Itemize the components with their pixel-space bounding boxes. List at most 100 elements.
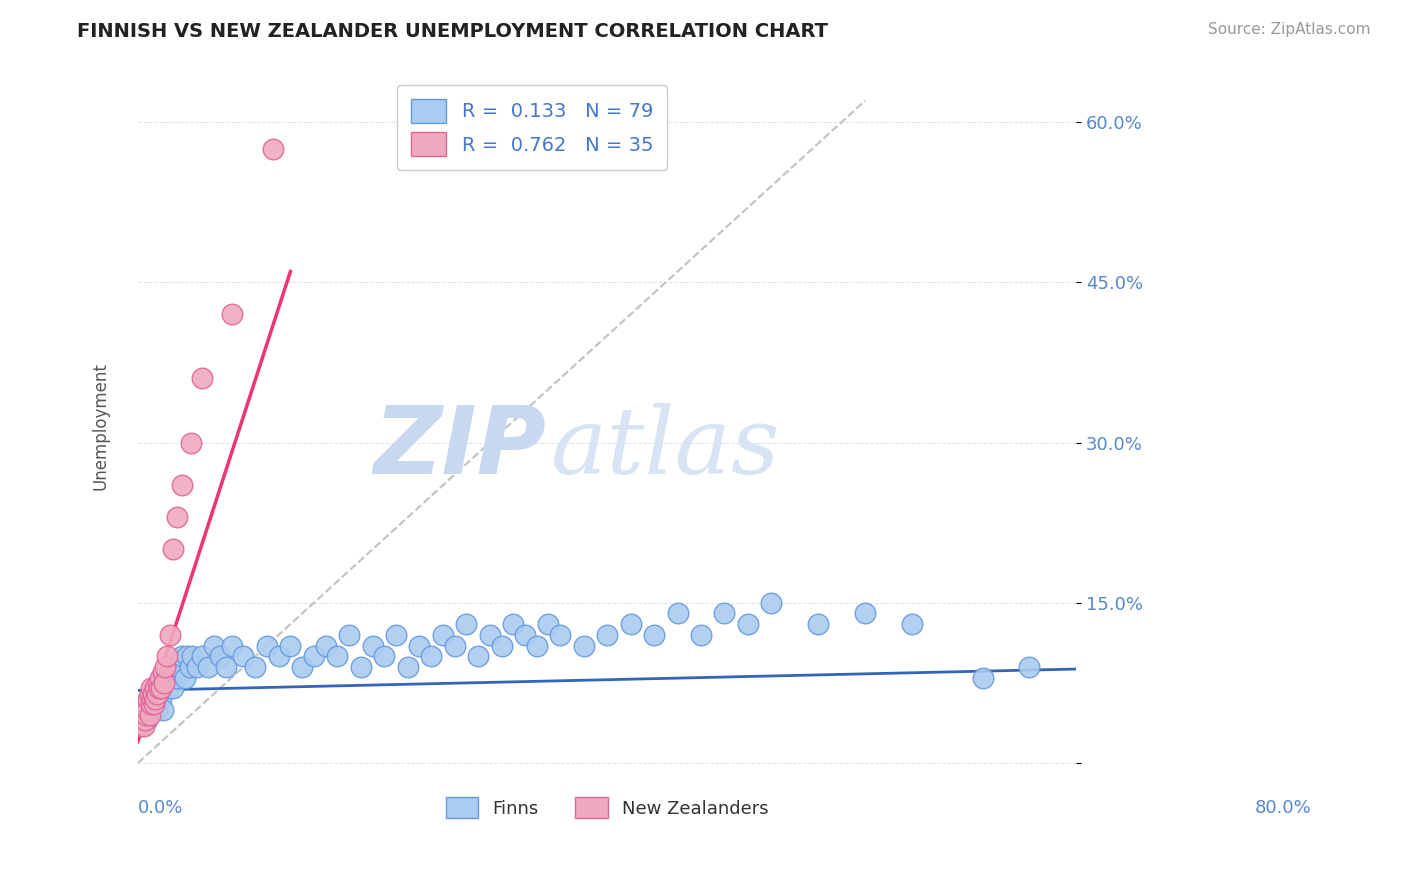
Point: [502, 617, 524, 632]
Point: [141, 692, 163, 706]
Point: [165, 660, 187, 674]
Point: [148, 692, 170, 706]
Point: [202, 639, 225, 653]
Point: [972, 671, 994, 685]
Point: [138, 687, 160, 701]
Point: [153, 681, 176, 696]
Point: [142, 703, 165, 717]
Point: [620, 617, 643, 632]
Point: [135, 698, 157, 712]
Point: [245, 660, 267, 674]
Point: [145, 687, 167, 701]
Point: [166, 671, 188, 685]
Point: [232, 649, 254, 664]
Point: [152, 676, 174, 690]
Point: [149, 671, 172, 685]
Point: [262, 142, 284, 156]
Point: [350, 660, 373, 674]
Point: [134, 714, 156, 728]
Point: [280, 639, 302, 653]
Point: [737, 617, 759, 632]
Point: [180, 435, 202, 450]
Point: [152, 665, 174, 680]
Point: [420, 649, 443, 664]
Point: [156, 671, 179, 685]
Point: [167, 660, 190, 674]
Point: [138, 692, 160, 706]
Point: [159, 671, 181, 685]
Point: [149, 681, 172, 696]
Point: [152, 681, 174, 696]
Point: [136, 714, 159, 728]
Point: [256, 639, 278, 653]
Point: [172, 478, 194, 492]
Point: [853, 607, 876, 621]
Text: ZIP: ZIP: [373, 402, 546, 494]
Point: [513, 628, 536, 642]
Text: atlas: atlas: [551, 403, 780, 493]
Text: Source: ZipAtlas.com: Source: ZipAtlas.com: [1208, 22, 1371, 37]
Point: [690, 628, 713, 642]
Point: [135, 708, 157, 723]
Point: [666, 607, 689, 621]
Point: [166, 510, 188, 524]
Point: [337, 628, 360, 642]
Point: [131, 714, 153, 728]
Point: [179, 660, 201, 674]
Point: [162, 681, 184, 696]
Legend: Finns, New Zealanders: Finns, New Zealanders: [439, 790, 776, 825]
Point: [315, 639, 337, 653]
Point: [159, 628, 181, 642]
Point: [153, 660, 176, 674]
Point: [215, 660, 238, 674]
Point: [396, 660, 419, 674]
Point: [408, 639, 430, 653]
Point: [139, 681, 162, 696]
Point: [208, 649, 231, 664]
Point: [221, 307, 243, 321]
Point: [139, 703, 162, 717]
Point: [162, 542, 184, 557]
Point: [302, 649, 325, 664]
Point: [157, 681, 180, 696]
Point: [432, 628, 454, 642]
Point: [131, 719, 153, 733]
Point: [537, 617, 560, 632]
Point: [172, 649, 194, 664]
Point: [596, 628, 619, 642]
Point: [761, 596, 783, 610]
Point: [143, 698, 166, 712]
Point: [176, 649, 198, 664]
Point: [443, 639, 465, 653]
Point: [156, 649, 179, 664]
Point: [148, 681, 170, 696]
Point: [132, 714, 155, 728]
Point: [186, 660, 208, 674]
Point: [142, 687, 165, 701]
Text: 0.0%: 0.0%: [138, 798, 183, 817]
Point: [291, 660, 314, 674]
Point: [145, 681, 167, 696]
Point: [385, 628, 408, 642]
Point: [361, 639, 384, 653]
Point: [1018, 660, 1040, 674]
Point: [191, 371, 214, 385]
Point: [572, 639, 595, 653]
Point: [713, 607, 735, 621]
Point: [132, 719, 155, 733]
Point: [526, 639, 548, 653]
Point: [197, 660, 219, 674]
Point: [491, 639, 513, 653]
Point: [136, 703, 159, 717]
Point: [152, 671, 174, 685]
Point: [150, 681, 173, 696]
Point: [548, 628, 571, 642]
Point: [456, 617, 478, 632]
Text: 80.0%: 80.0%: [1254, 798, 1310, 817]
Point: [132, 703, 155, 717]
Point: [141, 692, 163, 706]
Point: [145, 692, 167, 706]
Point: [145, 703, 167, 717]
Text: Unemployment: Unemployment: [91, 362, 110, 491]
Point: [138, 708, 160, 723]
